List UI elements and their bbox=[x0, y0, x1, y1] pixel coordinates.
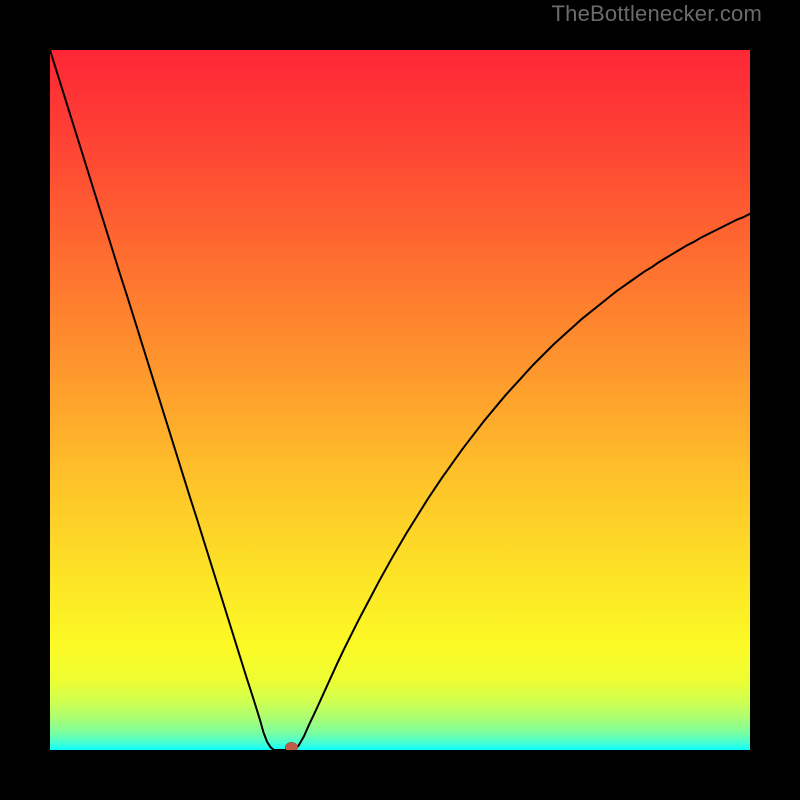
watermark-text: TheBottlenecker.com bbox=[552, 1, 762, 27]
bottleneck-chart bbox=[50, 50, 750, 750]
gradient-background bbox=[50, 50, 750, 750]
chart-container: TheBottlenecker.com bbox=[0, 0, 800, 800]
optimum-marker bbox=[285, 742, 298, 750]
plot-area bbox=[50, 50, 750, 750]
